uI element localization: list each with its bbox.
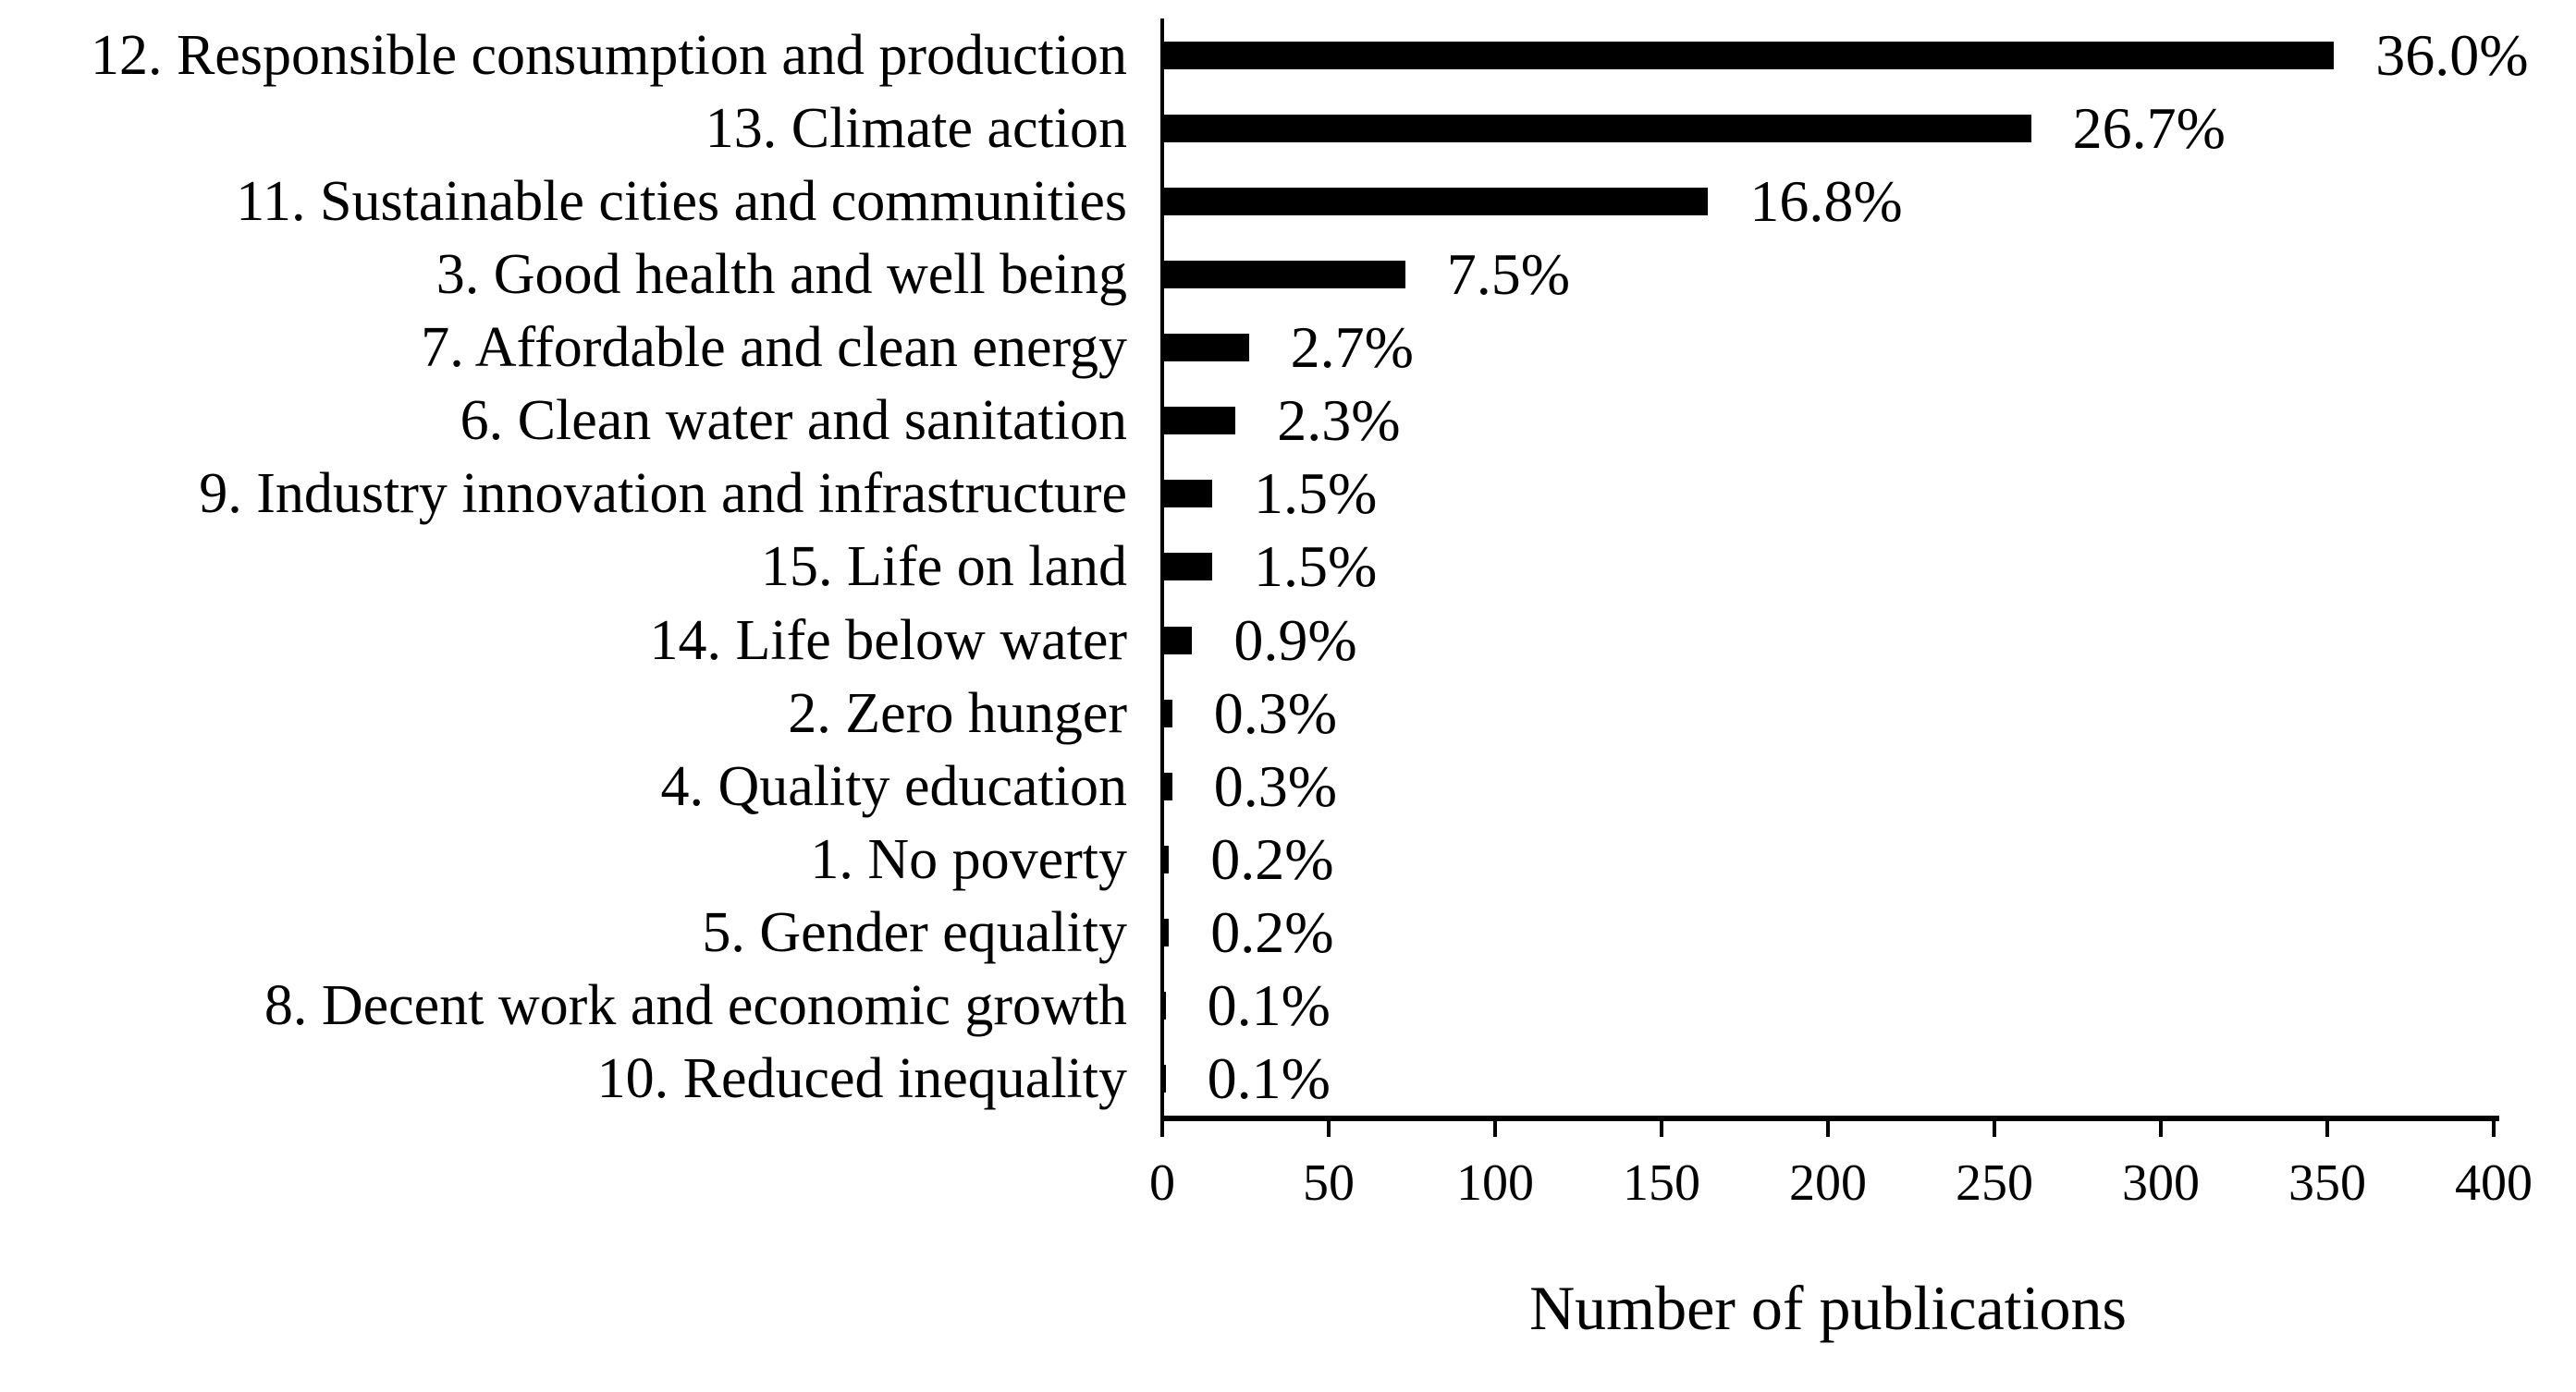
category-label: 7. Affordable and clean energy [421,316,1127,380]
percent-label: 16.8% [1749,167,1903,234]
tick-label: 400 [2455,1154,2533,1212]
tick-label: 0 [1149,1154,1175,1212]
bar [1162,260,1405,288]
percent-label: 0.3% [1213,752,1338,819]
category-label: 13. Climate action [705,96,1127,160]
bar [1162,334,1249,362]
percent-label: 36.0% [2375,21,2529,88]
tick-label: 150 [1623,1154,1700,1212]
tick-mark [2159,1121,2163,1137]
category-label: 10. Reduced inequality [596,1047,1127,1111]
category-label: 12. Responsible consumption and producti… [90,23,1127,87]
tick-label: 200 [1789,1154,1867,1212]
category-label: 8. Decent work and economic growth [264,974,1127,1038]
tick-mark [2325,1121,2329,1137]
tick-mark [1327,1121,1331,1137]
tick-label: 250 [1956,1154,2033,1212]
bar [1162,1065,1166,1093]
percent-label: 0.2% [1210,899,1334,966]
x-axis-line [1160,1116,2499,1121]
tick-mark [1993,1121,1996,1137]
bar [1162,114,2031,142]
tick-mark [1826,1121,1830,1137]
category-label: 11. Sustainable cities and communities [236,169,1127,233]
percent-label: 0.3% [1213,679,1338,746]
tick-mark [1660,1121,1663,1137]
bar [1162,407,1236,435]
tick-mark [1160,1121,1164,1137]
category-label: 15. Life on land [760,535,1127,599]
percent-label: 0.1% [1207,1045,1331,1112]
percent-label: 2.3% [1277,387,1401,454]
tick-mark [1493,1121,1497,1137]
bar [1162,41,2335,69]
category-label: 5. Gender equality [702,901,1127,965]
bar [1162,553,1212,581]
percent-label: 0.9% [1233,606,1357,673]
tick-mark [2492,1121,2496,1137]
percent-label: 0.1% [1207,972,1331,1039]
category-label: 2. Zero hunger [788,681,1127,745]
percent-label: 1.5% [1254,460,1378,527]
bar [1162,845,1170,873]
percent-label: 0.2% [1210,825,1334,892]
bar [1162,919,1170,947]
x-axis-title: Number of publications [1529,1273,2127,1343]
category-label: 1. No poverty [810,827,1127,891]
bar [1162,480,1212,508]
percent-label: 7.5% [1446,240,1571,307]
category-label: 6. Clean water and sanitation [460,389,1127,453]
bar [1162,626,1193,654]
category-label: 14. Life below water [649,608,1127,672]
bar [1162,772,1172,800]
category-label: 9. Industry innovation and infrastructur… [199,462,1127,526]
tick-label: 300 [2122,1154,2200,1212]
tick-label: 350 [2288,1154,2366,1212]
percent-label: 26.7% [2072,94,2226,161]
bar [1162,992,1166,1020]
tick-label: 50 [1303,1154,1355,1212]
tick-label: 100 [1456,1154,1534,1212]
category-label: 3. Good health and well being [435,242,1127,306]
bar [1162,699,1172,727]
percent-label: 1.5% [1254,533,1378,600]
category-label: 4. Quality education [660,754,1127,818]
bar [1162,187,1709,215]
percent-label: 2.7% [1290,314,1414,381]
